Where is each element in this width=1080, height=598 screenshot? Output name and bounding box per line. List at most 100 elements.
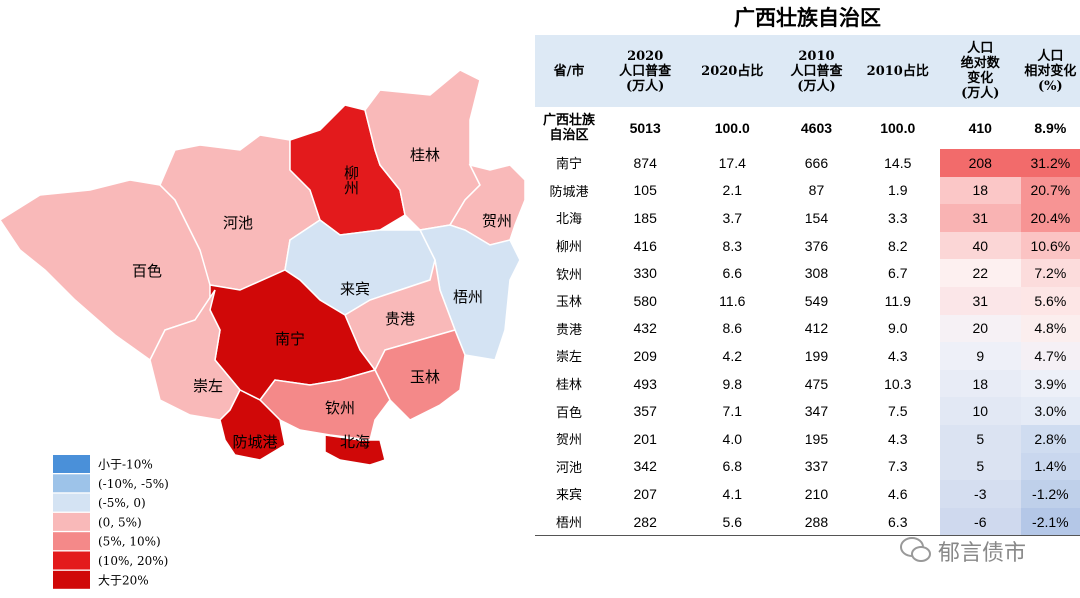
table-cell: 8.3 xyxy=(722,237,742,254)
table-cell: 4.0 xyxy=(722,430,742,447)
legend-label: (0, 5%) xyxy=(98,515,142,529)
legend: 小于-10% (-10%, -5%) (-5%, 0) (0, 5%) (5%, 10%… xyxy=(53,455,169,589)
table-cell: 493 xyxy=(633,375,657,392)
table-cell: 195 xyxy=(804,430,829,447)
table-cell: 5.6% xyxy=(1020,286,1080,315)
table-cell: 10.6% xyxy=(1020,231,1080,260)
region-label: 梧州 xyxy=(453,288,483,306)
table-cell: 40 xyxy=(939,231,1021,260)
table-cell: 3.3 xyxy=(888,209,908,226)
table-cell: 2.1 xyxy=(722,182,742,199)
table-cell: 玉林 xyxy=(556,295,583,311)
legend-swatch xyxy=(53,532,90,551)
table-cell: 100.0 xyxy=(714,119,750,136)
table-cell: 347 xyxy=(804,403,829,420)
table-cell: 31 xyxy=(939,204,1021,232)
table-cell: 4.6 xyxy=(888,485,908,502)
legend-label: (-5%, 0) xyxy=(98,496,146,510)
table-cell: 贺州 xyxy=(556,433,583,449)
legend-swatch xyxy=(53,512,90,531)
header-cell: 2010 人口普查 (万人) xyxy=(777,35,856,107)
table-cell: 20.4% xyxy=(1020,204,1080,232)
legend-label: 小于-10% xyxy=(98,458,153,472)
region-label: 北海 xyxy=(340,433,370,451)
table-cell: 3.7 xyxy=(722,209,742,226)
region-label: 贺州 xyxy=(482,212,512,230)
table-cell: 4.1 xyxy=(722,485,742,502)
legend-swatch xyxy=(53,455,90,473)
table-row: 来宾 207 4.1 210 4.6 -3 -1.2% xyxy=(535,480,1080,508)
table-cell: 432 xyxy=(633,320,657,337)
legend-swatch xyxy=(53,570,90,589)
region-label: 崇左 xyxy=(193,377,223,395)
region-label: 桂林 xyxy=(410,146,440,164)
legend-swatch xyxy=(53,474,90,493)
table-cell: 4.3 xyxy=(888,347,908,364)
table-cell: 475 xyxy=(804,375,829,392)
table-row: 桂林 493 9.8 475 10.3 18 3.9% xyxy=(535,369,1080,398)
table-row: 河池 342 6.8 337 7.3 5 1.4% xyxy=(535,452,1080,481)
table-cell: 梧州 xyxy=(535,507,604,537)
table-cell: 6.7 xyxy=(888,265,908,282)
data-table: 省/市 2020 人口普查 (万人) 2020占比 2010 人口普查 (万人) 201… xyxy=(535,35,1080,537)
table-cell: 282 xyxy=(603,507,688,537)
table-cell: 8.2 xyxy=(888,237,908,254)
region-label: 南宁 xyxy=(275,330,305,348)
table-row: 柳州 416 8.3 376 8.2 40 10.6% xyxy=(535,231,1080,260)
table-cell: 308 xyxy=(804,265,829,282)
table-cell: -2.1% xyxy=(1020,507,1080,537)
table-row: 南宁 874 17.4 666 14.5 208 31.2% xyxy=(535,149,1080,177)
table-cell: 9.8 xyxy=(722,375,742,392)
table-cell: 1.4% xyxy=(1020,452,1080,481)
table-row: 广西壮族 自治区 5013 100.0 4603 100.0 410 8.9% xyxy=(535,107,1080,149)
region-label: 贵港 xyxy=(385,310,415,328)
table-cell: 20.7% xyxy=(1020,176,1080,205)
region-label: 柳州 xyxy=(342,165,360,195)
table-cell: 9 xyxy=(939,342,1021,370)
table-cell: 100.0 xyxy=(880,119,916,136)
table-cell: 北海 xyxy=(556,212,583,228)
table-cell: 4.7% xyxy=(1020,342,1080,370)
table-cell: 10 xyxy=(939,397,1021,425)
table-cell: 7.1 xyxy=(722,403,742,420)
table-cell: -1.2% xyxy=(1020,480,1080,508)
table-cell: 广西壮族 自治区 xyxy=(543,113,596,143)
table-cell: 5.6 xyxy=(687,507,778,537)
table-cell: 钦州 xyxy=(556,267,583,283)
region xyxy=(149,289,241,421)
header-cell: 人口 绝对数 变化 (万人) xyxy=(939,35,1021,107)
table-cell: 7.2% xyxy=(1020,259,1080,287)
table-cell: 20 xyxy=(939,314,1021,343)
table-cell: 412 xyxy=(804,320,829,337)
table-cell: 7.5 xyxy=(888,403,908,420)
table-cell: 1.9 xyxy=(888,182,908,199)
header-cell: 2020占比 xyxy=(687,35,778,107)
header-cell: 2020 人口普查 (万人) xyxy=(603,35,688,107)
table-cell: 105 xyxy=(633,182,657,199)
table-cell: 2.8% xyxy=(1020,424,1080,453)
table-cell: 208 xyxy=(939,149,1021,177)
wechat-icon xyxy=(900,537,931,562)
table-cell: 6.3 xyxy=(855,507,940,537)
table-cell: 4.2 xyxy=(722,347,742,364)
table-cell: 11.9 xyxy=(884,292,911,309)
table-cell: 207 xyxy=(633,485,657,502)
table-row: 防城港 105 2.1 87 1.9 18 20.7% xyxy=(535,176,1080,205)
table-cell: -6 xyxy=(939,507,1021,537)
table-cell: 14.5 xyxy=(884,154,912,171)
table-cell: 288 xyxy=(777,507,856,537)
table-row: 钦州 330 6.6 308 6.7 22 7.2% xyxy=(535,259,1080,287)
table-cell: 31.2% xyxy=(1020,149,1080,177)
region-label: 河池 xyxy=(223,214,253,232)
table-cell: 7.3 xyxy=(888,458,908,475)
legend-label: (10%, 20%) xyxy=(98,554,168,568)
table-cell: 4603 xyxy=(800,119,833,136)
table-cell: 5013 xyxy=(629,119,661,136)
table-row: 贺州 201 4.0 195 4.3 5 2.8% xyxy=(535,424,1080,453)
region-label: 来宾 xyxy=(340,280,370,298)
table-cell: 199 xyxy=(804,347,829,364)
table-cell: 6.6 xyxy=(722,265,742,282)
table-cell: 410 xyxy=(968,119,992,136)
table-row: 百色 357 7.1 347 7.5 10 3.0% xyxy=(535,397,1080,425)
map: 百色 河池 柳州 桂林 贺州 梧州 来宾 贵港 玉林 南宁 崇左 钦州 防城港 … xyxy=(0,69,526,589)
